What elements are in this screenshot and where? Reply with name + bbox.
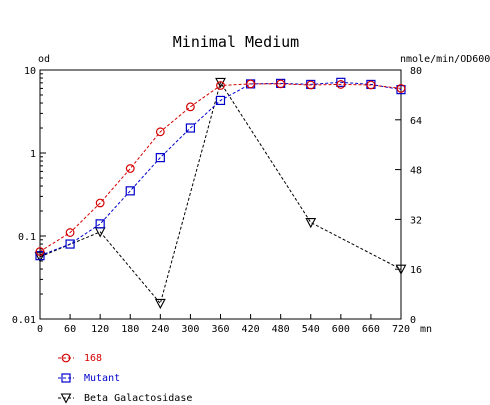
data-point bbox=[125, 164, 135, 173]
right-tick-label: 64 bbox=[410, 116, 422, 127]
data-point bbox=[155, 127, 165, 137]
left-tick-label: 0.01 bbox=[12, 315, 36, 326]
data-point bbox=[185, 123, 196, 133]
x-tick-label: 300 bbox=[181, 324, 199, 335]
chart-title: Minimal Medium bbox=[173, 33, 299, 51]
left-tick-label: 1 bbox=[30, 149, 36, 160]
x-tick-label: 420 bbox=[242, 324, 260, 335]
x-tick-label: 660 bbox=[362, 324, 380, 335]
right-tick-label: 16 bbox=[410, 265, 422, 276]
data-point bbox=[396, 84, 406, 93]
x-tick-label: 540 bbox=[302, 324, 320, 335]
data-point bbox=[215, 95, 226, 106]
data-point bbox=[276, 79, 286, 89]
series-line bbox=[39, 81, 402, 257]
x-tick-label: 360 bbox=[211, 324, 229, 335]
left-tick-label: 10 bbox=[24, 66, 36, 77]
plot-frame bbox=[39, 69, 402, 320]
data-point bbox=[305, 217, 317, 229]
data-point bbox=[366, 80, 376, 90]
data-point bbox=[154, 298, 166, 310]
data-point bbox=[186, 102, 195, 112]
x-tick-label: 60 bbox=[64, 324, 76, 335]
x-tick-label: 240 bbox=[151, 324, 169, 335]
data-point bbox=[65, 239, 75, 249]
x-tick-label: 480 bbox=[272, 324, 290, 335]
data-point bbox=[35, 247, 45, 256]
series-line bbox=[39, 83, 402, 252]
data-point bbox=[35, 251, 45, 261]
right-tick-label: 48 bbox=[410, 166, 422, 177]
legend-marker bbox=[61, 353, 71, 363]
legend-label: Beta Galactosidase bbox=[84, 393, 192, 404]
data-point bbox=[65, 228, 75, 237]
axes-layer: 0 60 120 180 240 300 360 420 480 540 600 660 7200.01… bbox=[12, 66, 422, 335]
x-tick-label: 0 bbox=[37, 324, 43, 335]
data-point bbox=[95, 198, 105, 208]
data-point bbox=[216, 81, 225, 90]
data-point bbox=[336, 77, 346, 87]
legend-marker bbox=[60, 393, 72, 404]
data-point bbox=[336, 80, 346, 89]
legend-label: 168 bbox=[84, 353, 102, 364]
data-point bbox=[125, 186, 135, 196]
legend: 168 Mutant Beta Galactosidase bbox=[58, 353, 192, 404]
left-tick-label: 0.1 bbox=[18, 232, 36, 243]
series-line bbox=[39, 81, 402, 305]
x-tick-label: 120 bbox=[91, 324, 109, 335]
right-tick-label: 80 bbox=[410, 66, 422, 77]
data-point bbox=[306, 80, 316, 90]
data-point bbox=[95, 219, 105, 229]
data-point bbox=[246, 79, 255, 89]
x-tick-label: 600 bbox=[332, 324, 350, 335]
x-tick-label: 180 bbox=[121, 324, 139, 335]
data-point bbox=[395, 264, 407, 275]
right-tick-label: 0 bbox=[410, 315, 416, 326]
series-layer bbox=[34, 77, 407, 310]
data-point bbox=[155, 153, 165, 163]
legend-label: Mutant bbox=[84, 373, 120, 384]
left-axis-label: od bbox=[38, 54, 50, 65]
legend-marker bbox=[61, 373, 71, 383]
x-tick-label: 720 bbox=[392, 324, 410, 335]
right-axis-label: nmole/min/OD600 bbox=[400, 54, 490, 65]
right-tick-label: 32 bbox=[410, 215, 422, 226]
data-point bbox=[34, 252, 46, 263]
x-axis-label: mn bbox=[420, 324, 432, 335]
